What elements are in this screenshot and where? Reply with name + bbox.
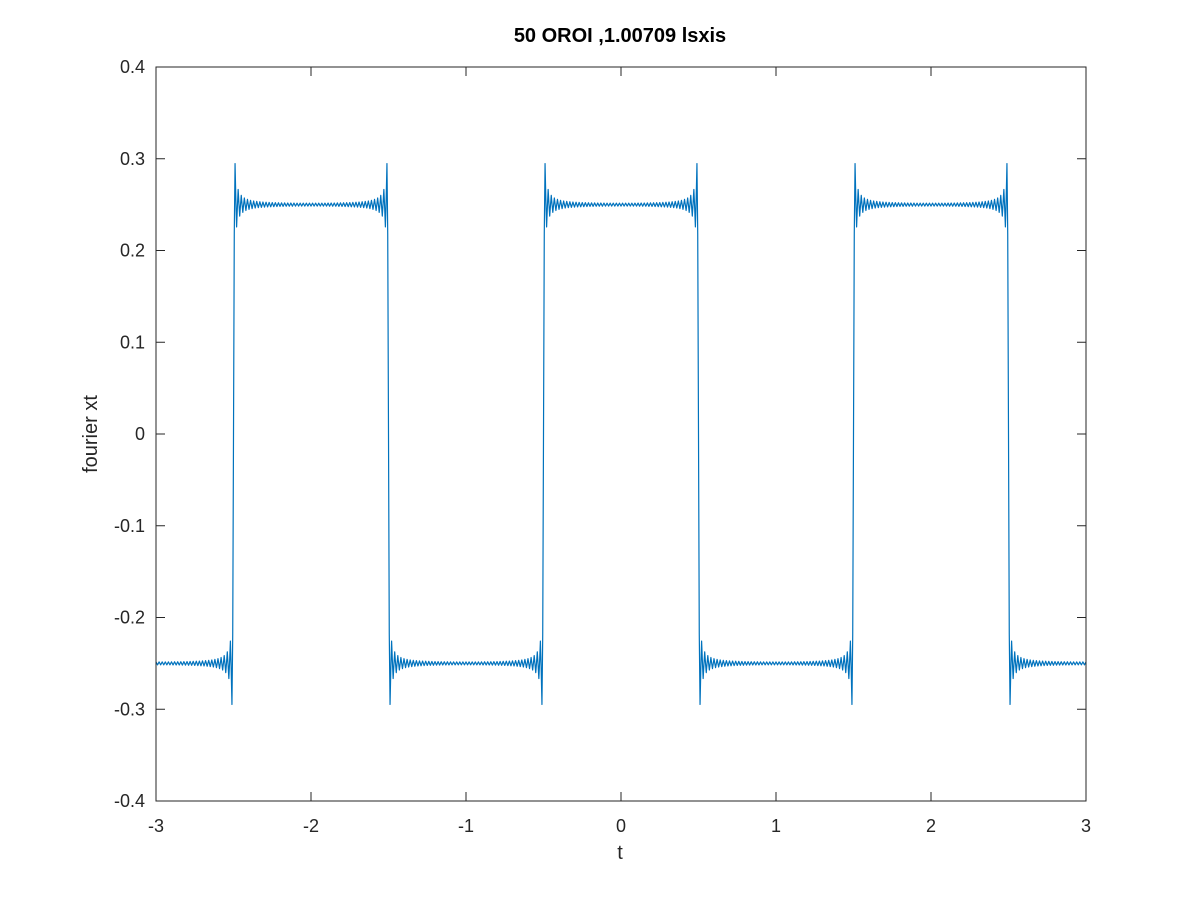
- series-layer: [155, 162, 1087, 706]
- x-tick-label: -1: [458, 816, 474, 836]
- y-tick-label: 0.3: [120, 149, 145, 169]
- series-line-1: [155, 162, 1087, 706]
- x-tick-label: 3: [1081, 816, 1091, 836]
- x-tick-label: 0: [616, 816, 626, 836]
- plot-area: [156, 67, 1086, 801]
- x-axis-ticks: -3 -2 -1 0 1 2 3: [148, 67, 1091, 836]
- y-tick-label: -0.1: [114, 516, 145, 536]
- y-tick-label: -0.3: [114, 699, 145, 719]
- y-tick-label: -0.2: [114, 608, 145, 628]
- y-tick-label: 0: [135, 424, 145, 444]
- x-tick-label: -3: [148, 816, 164, 836]
- y-tick-label: 0.1: [120, 332, 145, 352]
- y-axis-ticks: -0.4 -0.3 -0.2 -0.1 0 0.1 0.2 0.3 0.4: [114, 57, 1086, 811]
- y-tick-label: 0.4: [120, 57, 145, 77]
- x-tick-label: -2: [303, 816, 319, 836]
- y-axis-label: fourier xt: [80, 395, 102, 473]
- chart-title: 50 OROI ,1.00709 lsxis: [514, 25, 726, 47]
- x-tick-label: 2: [926, 816, 936, 836]
- y-tick-label: -0.4: [114, 791, 145, 811]
- plot-background: [156, 67, 1086, 801]
- x-axis-label: t: [617, 842, 623, 864]
- x-tick-label: 1: [771, 816, 781, 836]
- y-tick-label: 0.2: [120, 241, 145, 261]
